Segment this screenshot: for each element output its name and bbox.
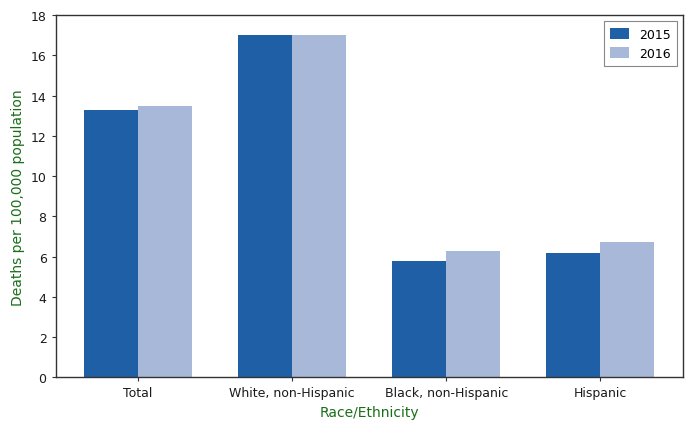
Bar bbox=[546, 253, 600, 378]
Bar bbox=[292, 36, 346, 378]
Bar bbox=[600, 243, 654, 378]
Bar bbox=[446, 251, 500, 378]
Bar bbox=[138, 106, 192, 378]
X-axis label: Race/Ethnicity: Race/Ethnicity bbox=[319, 405, 419, 419]
Bar bbox=[392, 261, 446, 378]
Legend: 2015, 2016: 2015, 2016 bbox=[604, 22, 677, 67]
Y-axis label: Deaths per 100,000 population: Deaths per 100,000 population bbox=[11, 89, 25, 305]
Bar bbox=[84, 111, 138, 378]
Bar bbox=[238, 36, 292, 378]
